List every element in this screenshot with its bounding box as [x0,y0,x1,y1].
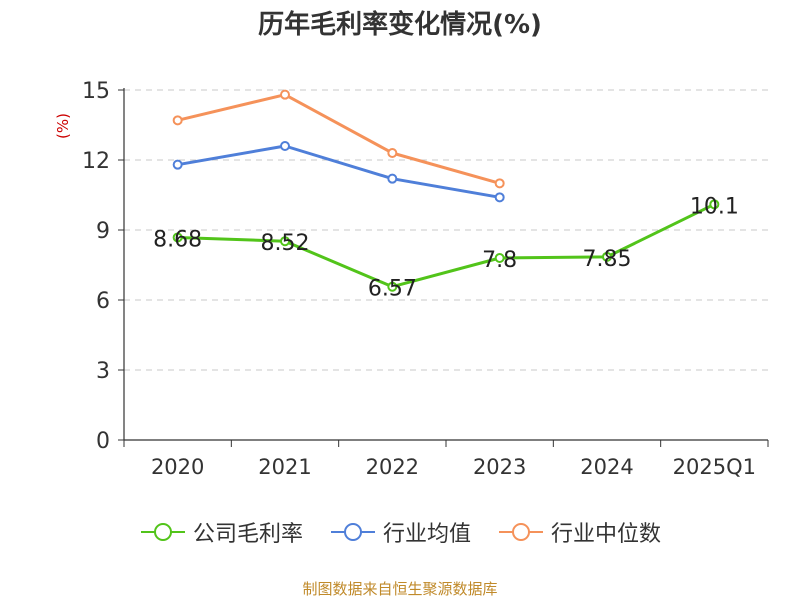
legend-label-industry-mean: 行业均值 [382,522,471,547]
legend: 公司毛利率 行业均值 行业中位数 [0,516,800,548]
x-tick-label: 2022 [366,455,419,479]
series-line-1 [177,144,500,199]
y-tick-label: 3 [96,359,110,384]
legend-marker-company [140,523,185,541]
data-point-0 [494,253,505,263]
data-label: 10.1 [690,194,739,219]
data-point-2 [494,178,505,189]
data-label: 7.8 [482,248,517,273]
data-point-1 [280,141,290,151]
x-tick-label: 2021 [258,455,311,479]
data-point-0 [709,199,720,210]
legend-marker-industry-median [499,523,543,541]
series-line-2 [177,93,501,185]
x-tick-label: 2024 [580,455,633,479]
y-tick-label: 9 [96,219,110,244]
data-point-1 [387,173,398,184]
data-label: 8.68 [153,227,202,252]
data-label: 8.52 [261,231,310,256]
y-axis-label: (%) [54,113,72,139]
x-tick-label: 2023 [473,455,526,479]
data-label: 6.57 [368,277,417,302]
chart-title: 历年毛利率变化情况(%) [258,10,542,40]
data-point-2 [387,148,398,158]
data-point-0 [602,251,612,262]
data-point-0 [172,232,183,243]
data-point-2 [172,115,183,126]
y-tick-label: 15 [82,79,110,104]
data-point-1 [172,159,183,170]
legend-item-industry-median[interactable]: 行业中位数 [497,516,661,548]
x-tick-label: 2020 [151,455,204,479]
series-line-0 [177,202,715,289]
y-tick-label: 6 [96,289,110,314]
legend-item-industry-mean[interactable]: 行业均值 [329,516,471,548]
legend-label-company: 公司毛利率 [192,522,303,547]
y-tick-label: 12 [82,149,110,174]
data-point-1 [494,192,505,203]
data-label: 7.85 [583,247,632,272]
x-tick-label: 2025Q1 [673,455,756,479]
y-tick-label: 0 [96,429,110,454]
data-point-0 [280,236,290,247]
data-point-0 [387,281,398,292]
data-point-2 [280,89,290,100]
legend-marker-industry-mean [330,523,375,541]
legend-item-company[interactable]: 公司毛利率 [139,516,303,548]
data-source: 制图数据来自恒生聚源数据库 [302,580,498,598]
legend-label-industry-median: 行业中位数 [551,522,662,547]
